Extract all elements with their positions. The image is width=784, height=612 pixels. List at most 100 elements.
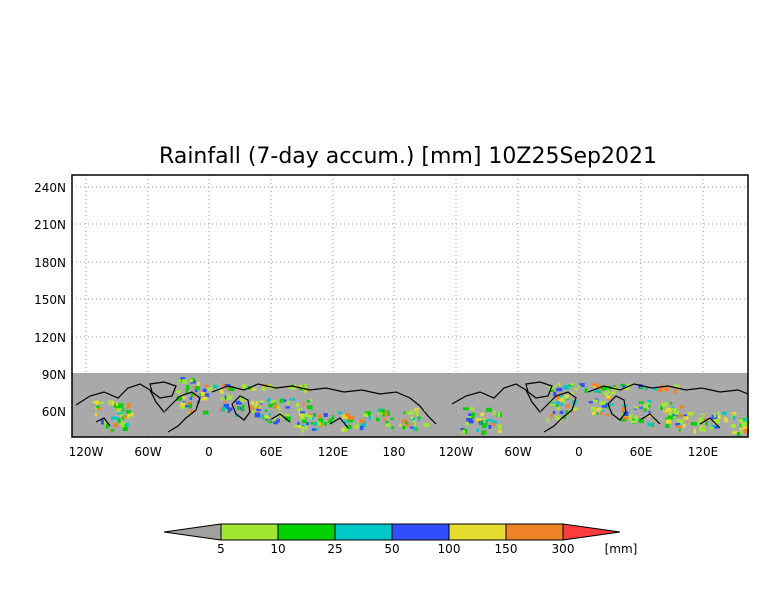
rain-cell (417, 416, 422, 419)
rain-cell (399, 424, 402, 427)
rain-cell (260, 414, 264, 419)
rain-cell (297, 421, 300, 426)
rain-cell (607, 403, 614, 406)
rain-cell (683, 416, 689, 420)
rain-cell (104, 420, 107, 426)
rain-cell (483, 430, 487, 434)
rain-cell (220, 389, 224, 394)
rain-cell (647, 400, 652, 403)
rain-cell (313, 422, 318, 426)
rain-cell (268, 403, 273, 408)
rain-cell (410, 416, 414, 419)
rain-cell (113, 423, 118, 428)
rain-cell (189, 397, 193, 400)
rain-cell (313, 413, 316, 417)
rain-cell (709, 426, 714, 430)
rain-cell (391, 426, 395, 430)
x-tick-180: 180 (383, 445, 406, 459)
rain-cell (308, 415, 313, 420)
rain-cell (267, 420, 273, 424)
rain-cell (301, 419, 307, 424)
rain-cell (402, 419, 408, 424)
rain-cell (115, 402, 118, 406)
colorbar-bin-10-25 (277, 523, 336, 541)
rain-cell (313, 428, 319, 431)
rain-cell (467, 414, 474, 419)
rain-cell (558, 382, 561, 386)
y-tick-60n: 60N (42, 405, 66, 419)
rain-cell (492, 422, 496, 426)
rain-cell (550, 403, 555, 406)
colorbar-label-150: 150 (495, 542, 518, 556)
rain-cell (723, 417, 728, 421)
rain-cell (125, 422, 130, 427)
rain-cell (665, 423, 670, 428)
rain-cell (638, 418, 644, 424)
rain-cell (383, 417, 387, 421)
rain-cell (471, 415, 475, 419)
rain-cell (292, 398, 296, 401)
rain-cell (414, 408, 420, 412)
rain-cell (204, 384, 209, 388)
rain-cell (117, 418, 121, 424)
rain-cell (546, 417, 549, 423)
y-tick-90n: 90N (42, 368, 66, 382)
plot-frame (71, 174, 749, 438)
rain-cell (190, 379, 196, 384)
rain-cell (596, 412, 599, 415)
rain-cell (648, 410, 651, 414)
rain-cell (565, 410, 569, 416)
colorbar-upper-triangle (562, 523, 621, 541)
rain-cell (250, 401, 255, 405)
rain-cell (323, 413, 328, 417)
rain-cell (604, 392, 608, 396)
rain-cell (306, 400, 310, 403)
rain-cell (297, 425, 304, 429)
rain-cell (367, 411, 371, 415)
rain-cell (621, 409, 626, 412)
rain-cell (623, 411, 629, 416)
rain-cell (285, 406, 290, 409)
rain-cell (185, 389, 189, 395)
rain-cell (122, 426, 128, 431)
rain-cell (650, 423, 653, 426)
rain-cell (261, 386, 266, 391)
x-tick-120w-2: 120W (439, 445, 474, 459)
colorbar-label-5: 5 (217, 542, 225, 556)
rain-cell (739, 430, 743, 434)
rain-cell (565, 404, 570, 408)
coastline-north-america-2 (451, 383, 577, 433)
coastline-islands (95, 413, 721, 429)
rain-cell (306, 422, 309, 426)
rain-cell (664, 387, 669, 392)
rain-cell (595, 384, 601, 390)
rain-cell (298, 384, 304, 389)
rain-cell (220, 397, 224, 401)
rain-cell (118, 422, 122, 425)
rain-cell (127, 412, 134, 417)
rain-cell (184, 405, 189, 408)
rain-cell (597, 390, 602, 393)
x-tick-0-2: 0 (575, 445, 583, 459)
rain-cell (344, 427, 347, 432)
rain-cell (660, 405, 663, 410)
rain-cell (412, 419, 416, 423)
rain-cell (302, 413, 309, 418)
rain-cell (600, 401, 606, 405)
rain-cell (682, 424, 686, 428)
rain-cell (299, 411, 306, 414)
rain-cell (416, 411, 419, 416)
rain-cell (622, 416, 629, 420)
rain-cell (273, 404, 277, 409)
rain-cell (555, 415, 559, 421)
colorbar-bin-25-50 (334, 523, 393, 541)
rain-cell (285, 413, 290, 417)
rain-cell (584, 388, 588, 393)
rain-cell (228, 387, 235, 391)
rain-cell (188, 403, 192, 409)
rain-cell (304, 383, 307, 388)
rain-cell (109, 400, 113, 405)
rain-cell (467, 413, 474, 416)
rain-cell (207, 388, 212, 391)
